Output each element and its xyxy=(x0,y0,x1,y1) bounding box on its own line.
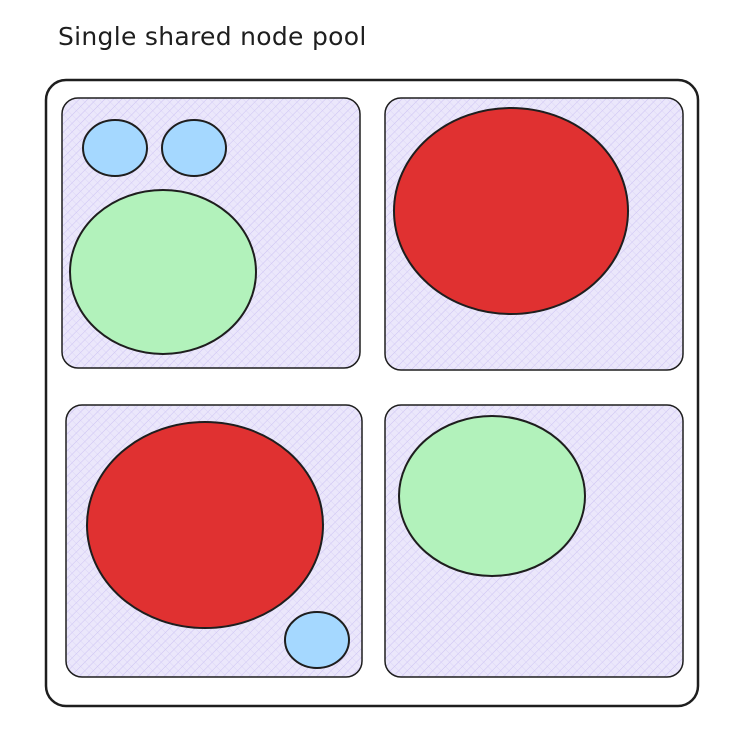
node-4 xyxy=(384,404,684,678)
pod-small-blue xyxy=(82,119,148,177)
node-2 xyxy=(384,97,684,371)
pod-small-blue xyxy=(161,119,227,177)
node-1 xyxy=(61,97,361,369)
pod-medium-green xyxy=(69,189,257,355)
diagram-title: Single shared node pool xyxy=(58,22,367,51)
pod-large-red xyxy=(393,107,629,315)
pod-large-red xyxy=(86,421,324,629)
node-3 xyxy=(65,404,363,678)
pod-medium-green xyxy=(398,415,586,577)
pod-small-blue xyxy=(284,611,350,669)
